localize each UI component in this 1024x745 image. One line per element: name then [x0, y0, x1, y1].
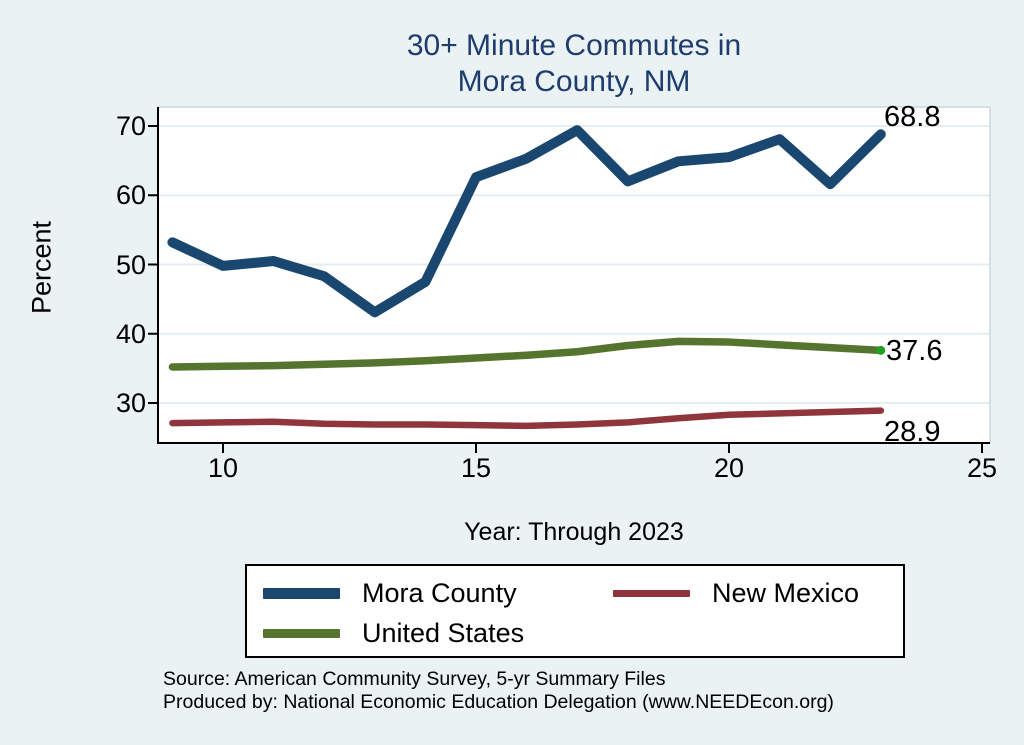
footer-notes: Source: American Community Survey, 5-yr … — [163, 668, 834, 713]
x-tick-label-15: 15 — [460, 453, 492, 483]
legend-label-mora-county: Mora County — [362, 578, 517, 608]
new-mexico-line-swatch — [613, 589, 690, 598]
y-tick-label-70: 70 — [115, 111, 146, 141]
legend-item-mora-county: Mora County — [263, 578, 613, 609]
legend-item-new-mexico: New Mexico — [613, 578, 903, 609]
chart-title: 30+ Minute Commutes in Mora County, NM — [158, 28, 990, 100]
chart-title-line1: 30+ Minute Commutes in — [406, 29, 742, 62]
y-tick-label-60: 60 — [115, 180, 146, 210]
y-tick-label-50: 50 — [115, 250, 146, 280]
united-states-end-value-label: 37.6 — [886, 335, 943, 367]
chart-legend: Mora County New Mexico United States — [245, 564, 905, 658]
mora-county-end-value-label: 68.8 — [884, 101, 941, 133]
y-tick-label-30: 30 — [115, 388, 146, 418]
chart-title-line2: Mora County, NM — [457, 65, 691, 98]
united-states-line-swatch — [263, 629, 340, 638]
y-axis-label: Percent — [26, 220, 57, 315]
legend-grid: Mora County New Mexico United States — [263, 578, 903, 649]
x-axis-label: Year: Through 2023 — [464, 518, 684, 546]
x-tick-label-25: 25 — [966, 453, 998, 483]
mora-county-line-swatch — [263, 588, 340, 599]
legend-label-new-mexico: New Mexico — [712, 578, 860, 608]
x-tick-label-20: 20 — [713, 453, 745, 483]
x-tick-label-10: 10 — [207, 453, 239, 483]
legend-item-united-states: United States — [263, 618, 613, 649]
produced-by-note: Produced by: National Economic Education… — [163, 690, 834, 713]
legend-label-united-states: United States — [362, 618, 525, 648]
new-mexico-end-value-label: 28.9 — [884, 416, 941, 448]
source-note: Source: American Community Survey, 5-yr … — [163, 668, 666, 690]
y-tick-label-40: 40 — [115, 319, 146, 349]
